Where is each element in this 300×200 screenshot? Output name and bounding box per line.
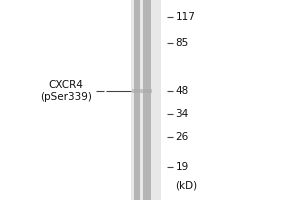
Bar: [130, 0, 160, 200]
Text: 34: 34: [176, 109, 189, 119]
Bar: [134, 0, 140, 200]
Text: (pSer339): (pSer339): [40, 92, 92, 102]
Text: 117: 117: [176, 12, 195, 22]
Bar: [143, 0, 151, 200]
Text: 19: 19: [176, 162, 189, 172]
Text: CXCR4: CXCR4: [49, 80, 83, 90]
Text: 48: 48: [176, 86, 189, 96]
Text: (kD): (kD): [176, 180, 198, 190]
Bar: [132, 89, 152, 93]
Text: 85: 85: [176, 38, 189, 48]
Text: 26: 26: [176, 132, 189, 142]
